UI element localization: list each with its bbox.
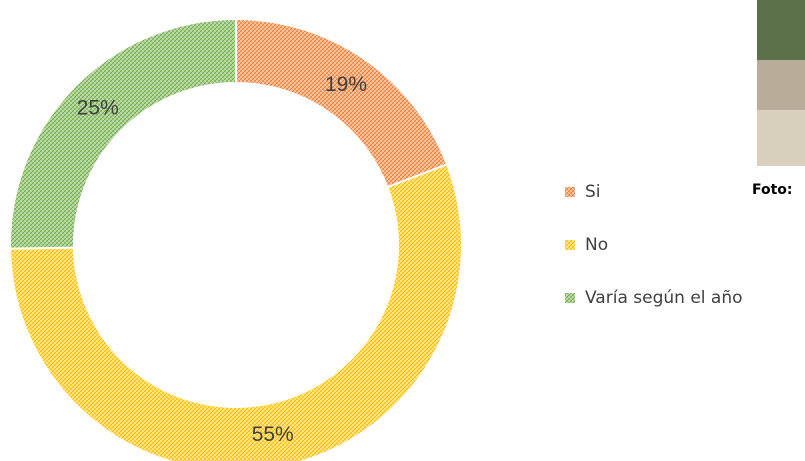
legend-label: Si (585, 182, 601, 202)
photo-foliage (757, 0, 805, 60)
donut-slice (9, 163, 463, 461)
legend-swatch (565, 293, 575, 303)
legend-swatch (565, 187, 575, 197)
legend-label: Varía según el año (585, 288, 743, 308)
legend-swatch (565, 240, 575, 250)
donut-slice (235, 17, 449, 189)
photo-sand (757, 110, 805, 166)
donut-slice (9, 17, 237, 250)
photo-caption: Foto: (752, 182, 793, 198)
data-label: 19% (325, 73, 367, 96)
data-label: 25% (77, 96, 119, 119)
legend-label: No (585, 235, 608, 255)
data-label: 55% (252, 423, 294, 446)
